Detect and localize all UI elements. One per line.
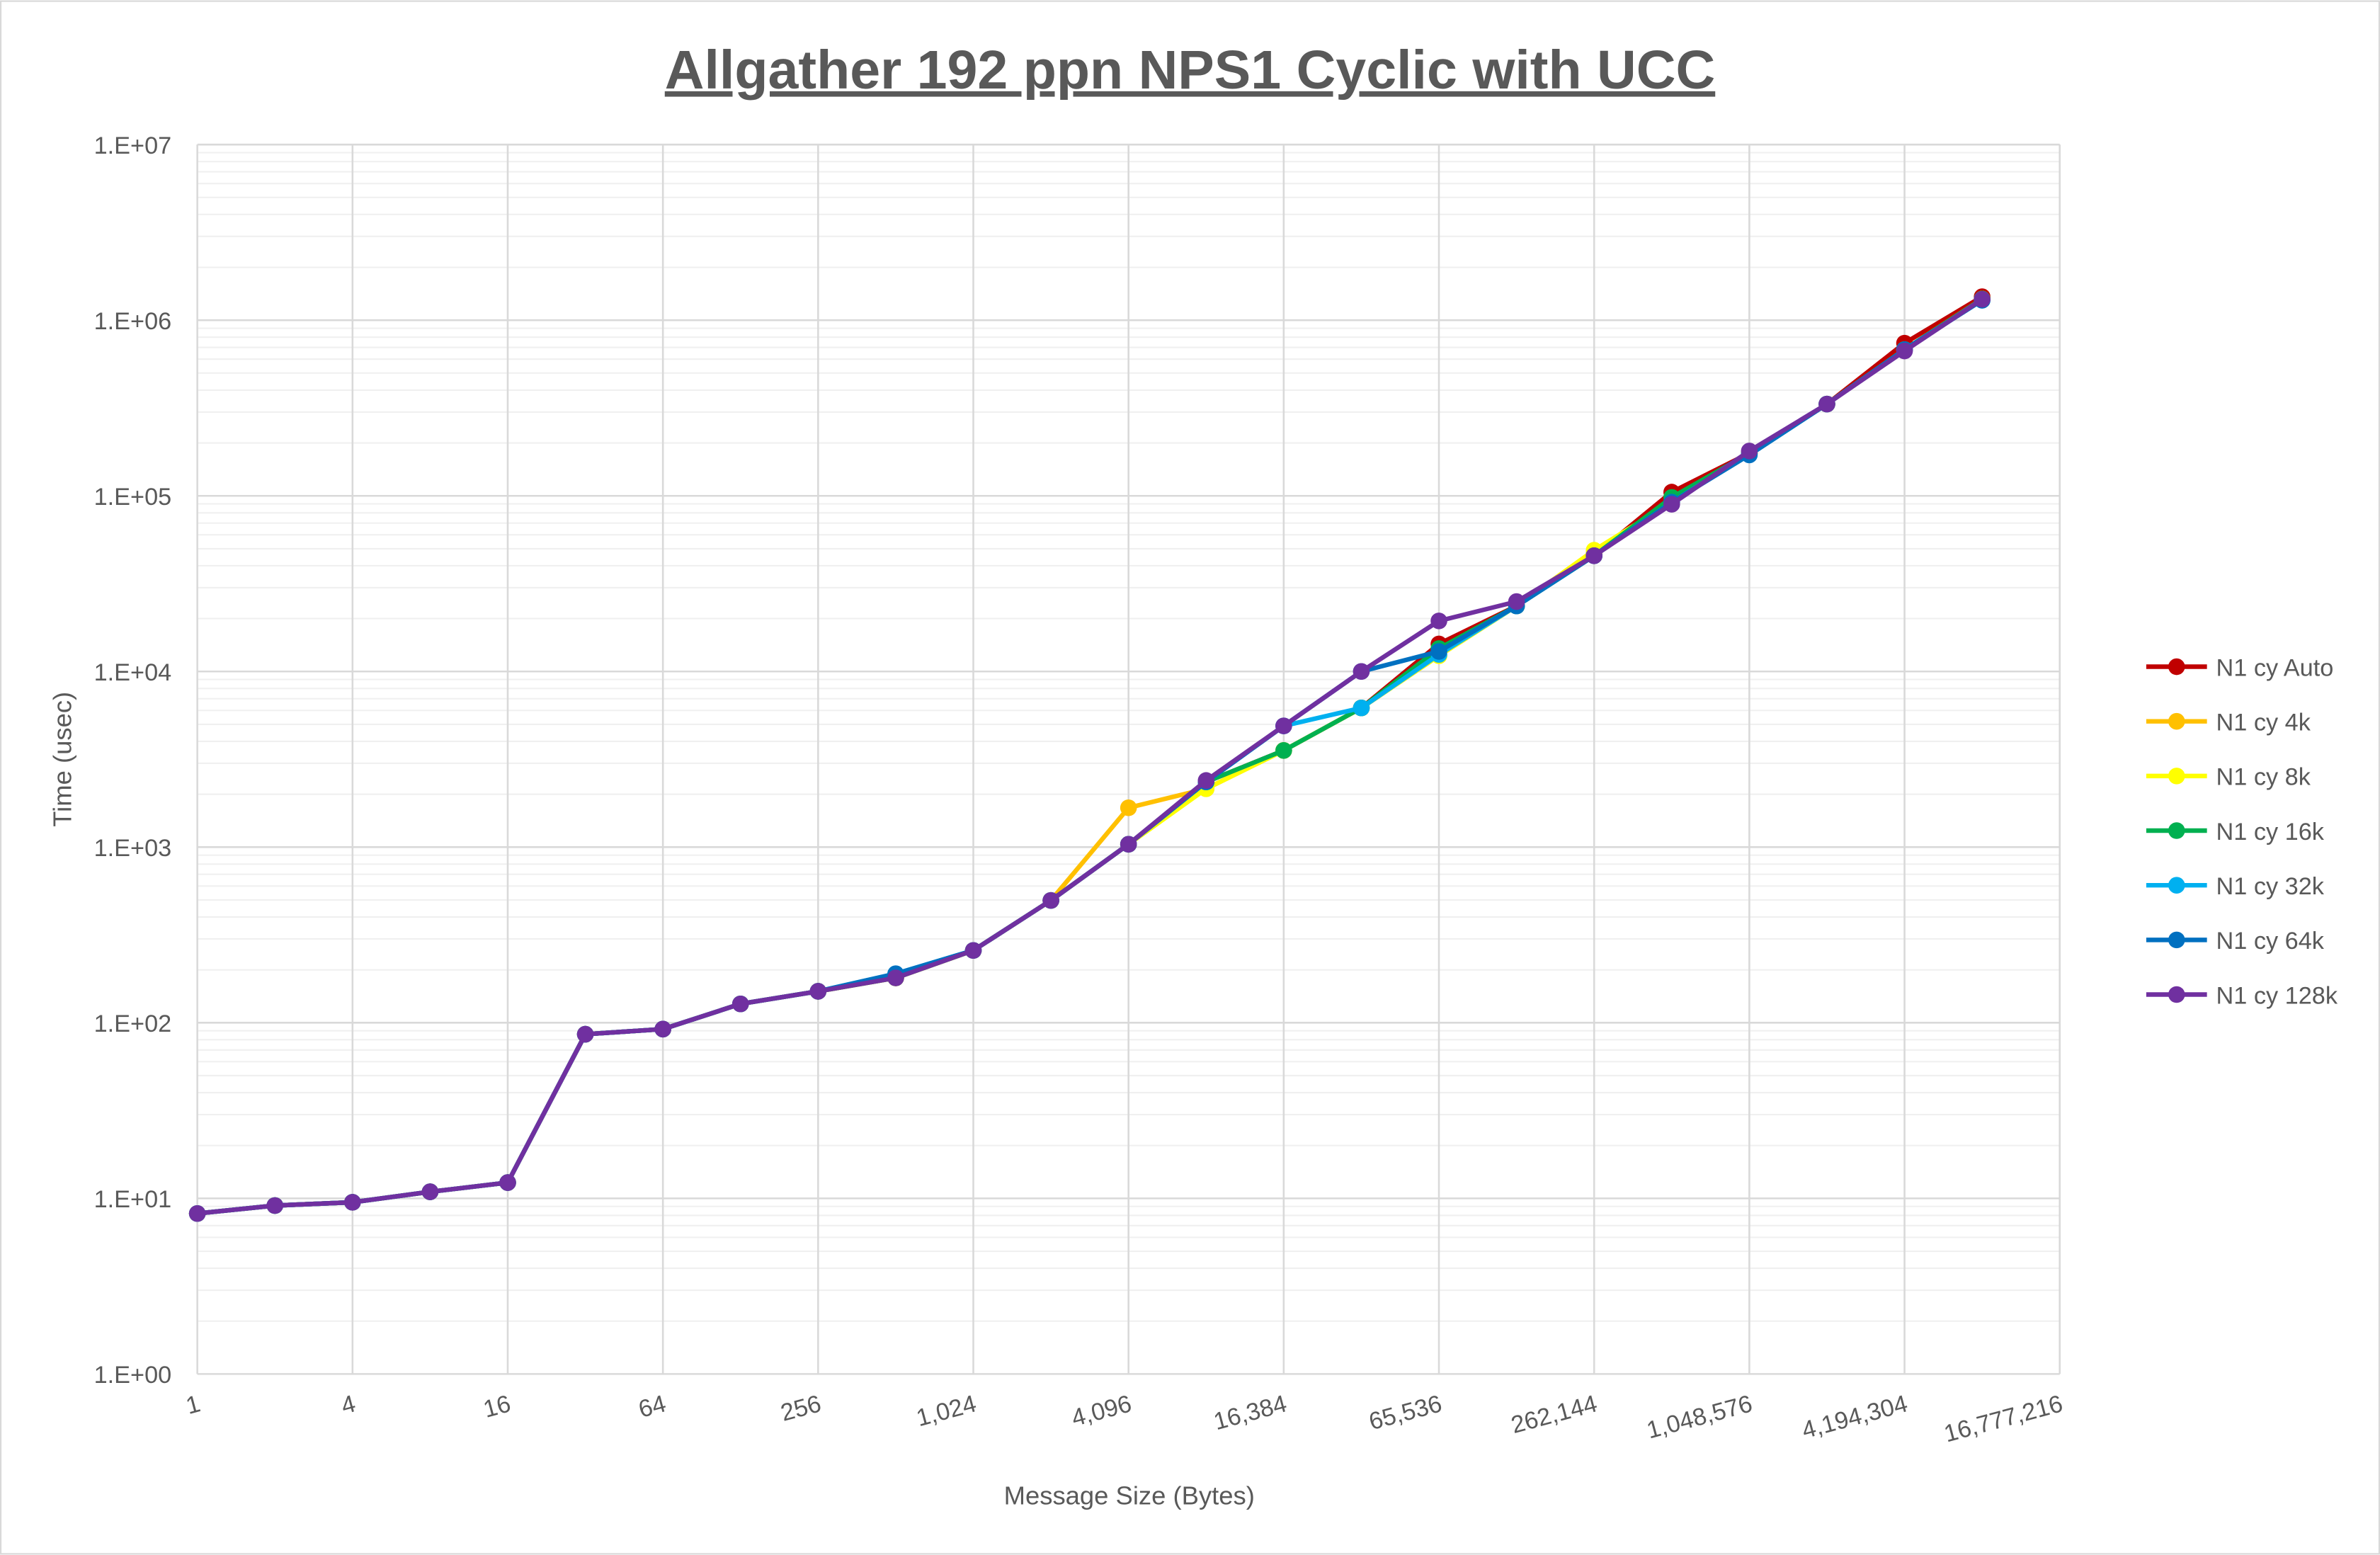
data-point [964, 942, 982, 959]
data-point [1120, 799, 1137, 816]
x-tick-label: 64 [636, 1390, 669, 1423]
data-point [809, 983, 827, 1000]
data-point [188, 1204, 206, 1222]
data-point [1974, 290, 1991, 308]
data-point [1896, 342, 1913, 360]
data-point [1741, 443, 1758, 460]
y-tick-label: 1.E+06 [94, 308, 172, 335]
y-axis-label: Time (usec) [48, 692, 77, 827]
data-point [266, 1197, 284, 1214]
series-n1-cy-128k [188, 290, 1991, 1222]
legend-marker [2168, 768, 2185, 785]
grid [196, 143, 2061, 1375]
legend-label: N1 cy Auto [2216, 654, 2334, 681]
legend-item: N1 cy Auto [2146, 654, 2333, 681]
series-line [197, 297, 1983, 1216]
legend-label: N1 cy 128k [2216, 982, 2338, 1009]
data-point [1353, 663, 1370, 680]
chart-title: Allgather 192 ppn NPS1 Cyclic with UCC [665, 40, 1715, 101]
data-point [1353, 699, 1370, 717]
data-point [576, 1025, 594, 1043]
legend-label: N1 cy 64k [2216, 928, 2325, 955]
data-point [1508, 593, 1525, 610]
legend-label: N1 cy 16k [2216, 819, 2325, 845]
data-point [1430, 613, 1447, 630]
legend-marker [2168, 986, 2185, 1003]
y-tick-label: 1.E+05 [94, 484, 172, 511]
data-point [1120, 836, 1137, 853]
data-point [1585, 547, 1602, 564]
legend-marker [2168, 658, 2185, 676]
y-tick-label: 1.E+07 [94, 132, 172, 159]
legend-label: N1 cy 32k [2216, 873, 2325, 900]
legend-marker [2168, 877, 2185, 894]
y-tick-label: 1.E+03 [94, 835, 172, 862]
y-tick-label: 1.E+04 [94, 659, 172, 686]
legend-label: N1 cy 8k [2216, 764, 2311, 791]
legend-item: N1 cy 8k [2146, 764, 2311, 791]
data-point [1430, 643, 1447, 660]
data-point [1042, 892, 1059, 909]
series-group [188, 288, 1991, 1222]
x-axis-label: Message Size (Bytes) [1004, 1481, 1255, 1510]
data-point [1275, 717, 1292, 734]
legend-marker [2168, 822, 2185, 839]
y-axis-ticks: 1.E+00 1.E+01 1.E+02 1.E+03 1.E+04 1.E+05 1.E+… [94, 132, 172, 1389]
y-tick-label: 1.E+01 [94, 1186, 172, 1213]
legend-marker [2168, 931, 2185, 949]
legend-item: N1 cy 16k [2146, 819, 2325, 845]
legend-item: N1 cy 64k [2146, 928, 2325, 955]
y-tick-label: 1.E+00 [94, 1362, 172, 1389]
data-point [1818, 395, 1835, 413]
legend-item: N1 cy 32k [2146, 873, 2325, 900]
data-point [421, 1183, 439, 1200]
data-point [1275, 742, 1292, 759]
legend-label: N1 cy 4k [2216, 710, 2311, 736]
data-point [1197, 772, 1215, 790]
x-tick-label: 16 [481, 1390, 514, 1423]
data-point [499, 1174, 516, 1191]
data-point [887, 969, 904, 986]
data-point [344, 1194, 361, 1211]
data-point [731, 995, 749, 1013]
legend: N1 cy Auto N1 cy 4k N1 cy 8k N1 cy 16k N1 cy… [2146, 654, 2338, 1009]
legend-marker [2168, 712, 2185, 730]
legend-item: N1 cy 128k [2146, 982, 2338, 1009]
legend-item: N1 cy 4k [2146, 710, 2311, 736]
y-tick-label: 1.E+02 [94, 1010, 172, 1037]
data-point [654, 1020, 671, 1038]
data-point [1663, 496, 1680, 513]
